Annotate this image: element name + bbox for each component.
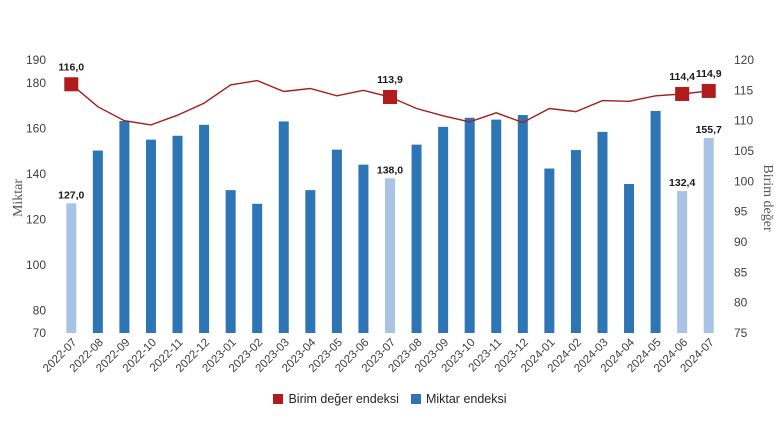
bar-2023-12 bbox=[517, 115, 528, 334]
y-tick-140: 140 bbox=[26, 167, 46, 181]
bar-2024-02 bbox=[570, 150, 581, 333]
y-tick-70: 70 bbox=[33, 326, 47, 340]
legend-item-quantity: Miktar endeksi bbox=[410, 392, 507, 406]
y-tick-160: 160 bbox=[26, 121, 46, 135]
right-axis: 75 80 85 90 95 100 105 110 115 120 bbox=[734, 53, 754, 340]
line-label-2024-06: 114,4 bbox=[669, 71, 695, 83]
bar-2023-05 bbox=[331, 149, 342, 333]
y2-tick-75: 75 bbox=[734, 326, 748, 340]
data-labels: 127,0 138,0 132,4 155,7 116,0 113,9 114,4 114,9 bbox=[58, 61, 722, 201]
legend-item-unit-value: Birim değer endeksi bbox=[273, 392, 399, 406]
chart: 70 80 100 120 140 160 180 190 75 80 85 90 95 100 105 1… bbox=[11, 53, 775, 375]
line-label-2022-07: 116,0 bbox=[58, 61, 84, 73]
legend-label-quantity: Miktar endeksi bbox=[425, 392, 507, 406]
bar-2024-03 bbox=[597, 131, 608, 333]
line-marker-2022-07 bbox=[64, 77, 79, 92]
y2-tick-80: 80 bbox=[734, 296, 748, 310]
legend-swatch-quantity bbox=[410, 394, 421, 404]
line-label-2023-07: 113,9 bbox=[377, 74, 403, 86]
bar-2023-10 bbox=[464, 117, 475, 333]
y-tick-80: 80 bbox=[33, 303, 47, 317]
y2-tick-100: 100 bbox=[734, 174, 754, 188]
bar-2022-12 bbox=[199, 124, 210, 334]
bar-2023-08 bbox=[411, 144, 422, 333]
bar-2023-01 bbox=[225, 190, 236, 333]
bar-2024-05 bbox=[650, 110, 661, 334]
bar-2024-06 bbox=[677, 191, 688, 333]
y2-axis-title: Birim değer bbox=[760, 164, 775, 232]
bar-2022-10 bbox=[145, 139, 156, 333]
bar-label-2023-07: 138,0 bbox=[377, 164, 403, 176]
y2-tick-120: 120 bbox=[734, 53, 754, 67]
bar-2022-11 bbox=[172, 135, 183, 333]
bar-2023-06 bbox=[358, 164, 369, 333]
line-marker-2024-07 bbox=[701, 83, 716, 98]
y2-tick-115: 115 bbox=[734, 83, 753, 97]
bar-label-2024-06: 132,4 bbox=[669, 177, 695, 189]
line-label-2024-07: 114,9 bbox=[696, 68, 722, 80]
bar-2023-09 bbox=[438, 126, 449, 333]
bar-2023-07 bbox=[385, 178, 395, 333]
bar-2023-04 bbox=[305, 190, 316, 333]
y2-tick-110: 110 bbox=[734, 114, 753, 128]
legend-swatch-unit-value bbox=[273, 394, 284, 404]
y2-tick-95: 95 bbox=[734, 205, 748, 219]
x-axis: 2022-072022-082022-092022-102022-112022-… bbox=[41, 336, 717, 375]
bar-2023-11 bbox=[491, 119, 502, 333]
y2-tick-85: 85 bbox=[734, 265, 748, 279]
legend: Birim değer endeksi Miktar endeksi bbox=[0, 392, 780, 406]
bar-label-2024-07: 155,7 bbox=[696, 124, 722, 136]
y-tick-120: 120 bbox=[26, 212, 46, 226]
y-tick-100: 100 bbox=[26, 258, 46, 272]
bar-2022-07 bbox=[66, 203, 77, 333]
bar-2024-07 bbox=[703, 138, 714, 333]
left-axis: 70 80 100 120 140 160 180 190 bbox=[26, 53, 46, 340]
y-axis-title: Miktar bbox=[11, 179, 26, 217]
bar-2022-08 bbox=[92, 150, 103, 333]
bar-2023-02 bbox=[252, 203, 263, 333]
bar-2024-04 bbox=[624, 183, 635, 333]
line-marker-2024-06 bbox=[675, 86, 690, 101]
bar-2023-03 bbox=[278, 121, 289, 333]
bar-group bbox=[66, 110, 714, 334]
y-tick-190: 190 bbox=[26, 53, 46, 67]
line-marker-2023-07 bbox=[383, 90, 397, 105]
legend-label-unit-value: Birim değer endeksi bbox=[288, 392, 399, 406]
y2-tick-105: 105 bbox=[734, 144, 754, 158]
bar-2022-09 bbox=[119, 120, 130, 333]
bar-2024-01 bbox=[544, 168, 555, 333]
line-group bbox=[64, 77, 716, 126]
bar-label-2022-07: 127,0 bbox=[58, 189, 84, 201]
y-tick-180: 180 bbox=[26, 76, 46, 90]
y2-tick-90: 90 bbox=[734, 235, 748, 249]
